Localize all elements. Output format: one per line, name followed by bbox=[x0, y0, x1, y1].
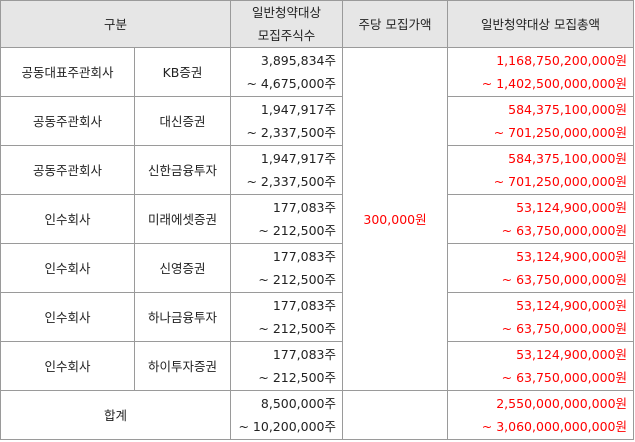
table-row: 공동주관회사 신한금융투자 1,947,917주 ~ 2,337,500주 58… bbox=[0, 145, 635, 195]
total-cell: 584,375,100,000원 ~ 701,250,000,000원 bbox=[447, 145, 635, 195]
shares-min: 1,947,917주 bbox=[260, 151, 337, 166]
shares-max: ~ 212,500주 bbox=[258, 223, 337, 238]
total-row: 합계 8,500,000주 ~ 10,200,000주 2,550,000,00… bbox=[0, 390, 635, 440]
role-cell: 공동주관회사 bbox=[0, 145, 135, 195]
total-max: ~ 63,750,000,000원 bbox=[501, 370, 628, 385]
table-row: 공동대표주관회사 KB증권 3,895,834주 ~ 4,675,000주 30… bbox=[0, 47, 635, 391]
shares-min: 177,083주 bbox=[272, 249, 337, 264]
firm-cell: 신영증권 bbox=[133, 243, 232, 293]
shares-cell: 1,947,917주 ~ 2,337,500주 bbox=[230, 96, 344, 146]
firm-cell: 대신증권 bbox=[133, 96, 232, 146]
shares-min: 177,083주 bbox=[272, 298, 337, 313]
total-shares-max: ~ 10,200,000주 bbox=[238, 419, 337, 434]
shares-max: ~ 212,500주 bbox=[258, 370, 337, 385]
total-max: ~ 63,750,000,000원 bbox=[501, 223, 628, 238]
header-row: 구분 일반청약대상 모집주식수 주당 모집가액 일반청약대상 모집총액 bbox=[0, 0, 635, 48]
shares-cell: 177,083주 ~ 212,500주 bbox=[230, 341, 344, 391]
role-cell: 인수회사 bbox=[0, 194, 135, 244]
total-cell: 53,124,900,000원 ~ 63,750,000,000원 bbox=[447, 194, 635, 244]
shares-cell: 177,083주 ~ 212,500주 bbox=[230, 292, 344, 342]
header-shares-line2: 모집주식수 bbox=[257, 28, 316, 43]
total-cell: 1,168,750,200,000원 ~ 1,402,500,000,000원 bbox=[447, 47, 635, 97]
total-cell: 53,124,900,000원 ~ 63,750,000,000원 bbox=[447, 292, 635, 342]
total-label: 합계 bbox=[0, 390, 232, 440]
role-cell: 공동대표주관회사 bbox=[0, 47, 135, 97]
header-price: 주당 모집가액 bbox=[342, 0, 449, 48]
total-cell: 53,124,900,000원 ~ 63,750,000,000원 bbox=[447, 243, 635, 293]
shares-cell: 3,895,834주 ~ 4,675,000주 bbox=[230, 47, 344, 97]
shares-cell: 1,947,917주 ~ 2,337,500주 bbox=[230, 145, 344, 195]
total-price-cell bbox=[342, 390, 449, 440]
shares-min: 177,083주 bbox=[272, 200, 337, 215]
total-shares-min: 8,500,000주 bbox=[260, 396, 337, 411]
shares-max: ~ 2,337,500주 bbox=[246, 174, 337, 189]
total-cell: 584,375,100,000원 ~ 701,250,000,000원 bbox=[447, 96, 635, 146]
total-max: ~ 701,250,000,000원 bbox=[493, 125, 628, 140]
header-total: 일반청약대상 모집총액 bbox=[447, 0, 635, 48]
role-cell: 인수회사 bbox=[0, 243, 135, 293]
firm-cell: 미래에셋증권 bbox=[133, 194, 232, 244]
table-row: 인수회사 미래에셋증권 177,083주 ~ 212,500주 53,124,9… bbox=[0, 194, 635, 244]
header-shares: 일반청약대상 모집주식수 bbox=[230, 0, 344, 48]
shares-cell: 177,083주 ~ 212,500주 bbox=[230, 194, 344, 244]
table-row: 인수회사 신영증권 177,083주 ~ 212,500주 53,124,900… bbox=[0, 243, 635, 293]
shares-max: ~ 4,675,000주 bbox=[246, 76, 337, 91]
role-cell: 공동주관회사 bbox=[0, 96, 135, 146]
shares-min: 177,083주 bbox=[272, 347, 337, 362]
total-cell: 53,124,900,000원 ~ 63,750,000,000원 bbox=[447, 341, 635, 391]
total-max: ~ 63,750,000,000원 bbox=[501, 321, 628, 336]
table-row: 인수회사 하나금융투자 177,083주 ~ 212,500주 53,124,9… bbox=[0, 292, 635, 342]
shares-max: ~ 212,500주 bbox=[258, 272, 337, 287]
firm-cell: 신한금융투자 bbox=[133, 145, 232, 195]
firm-cell: 하나금융투자 bbox=[133, 292, 232, 342]
total-max: ~ 1,402,500,000,000원 bbox=[481, 76, 628, 91]
total-min: 1,168,750,200,000원 bbox=[496, 53, 628, 68]
total-min: 53,124,900,000원 bbox=[516, 249, 628, 264]
table-row: 공동주관회사 대신증권 1,947,917주 ~ 2,337,500주 584,… bbox=[0, 96, 635, 146]
total-max: ~ 63,750,000,000원 bbox=[501, 272, 628, 287]
grand-total-cell: 2,550,000,000,000원 ~ 3,060,000,000,000원 bbox=[447, 390, 635, 440]
table-row: 인수회사 하이투자증권 177,083주 ~ 212,500주 53,124,9… bbox=[0, 341, 635, 391]
firm-cell: 하이투자증권 bbox=[133, 341, 232, 391]
total-min: 53,124,900,000원 bbox=[516, 298, 628, 313]
role-cell: 인수회사 bbox=[0, 292, 135, 342]
header-category: 구분 bbox=[0, 0, 232, 48]
total-max: ~ 701,250,000,000원 bbox=[493, 174, 628, 189]
total-shares-cell: 8,500,000주 ~ 10,200,000주 bbox=[230, 390, 344, 440]
shares-max: ~ 212,500주 bbox=[258, 321, 337, 336]
shares-max: ~ 2,337,500주 bbox=[246, 125, 337, 140]
price-per-share-cell: 300,000원 bbox=[342, 47, 449, 391]
shares-cell: 177,083주 ~ 212,500주 bbox=[230, 243, 344, 293]
shares-min: 3,895,834주 bbox=[260, 53, 337, 68]
total-min: 584,375,100,000원 bbox=[508, 102, 628, 117]
total-min: 584,375,100,000원 bbox=[508, 151, 628, 166]
total-min: 53,124,900,000원 bbox=[516, 347, 628, 362]
role-cell: 인수회사 bbox=[0, 341, 135, 391]
grand-total-min: 2,550,000,000,000원 bbox=[496, 396, 628, 411]
total-min: 53,124,900,000원 bbox=[516, 200, 628, 215]
grand-total-max: ~ 3,060,000,000,000원 bbox=[481, 419, 628, 434]
header-shares-line1: 일반청약대상 bbox=[252, 5, 322, 20]
firm-cell: KB증권 bbox=[133, 47, 232, 97]
shares-min: 1,947,917주 bbox=[260, 102, 337, 117]
